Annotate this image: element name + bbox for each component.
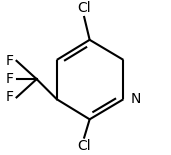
Text: Cl: Cl [77, 139, 91, 153]
Text: F: F [6, 72, 14, 86]
Text: F: F [6, 90, 14, 104]
Text: N: N [131, 92, 141, 106]
Text: Cl: Cl [77, 1, 91, 15]
Text: F: F [6, 54, 14, 68]
